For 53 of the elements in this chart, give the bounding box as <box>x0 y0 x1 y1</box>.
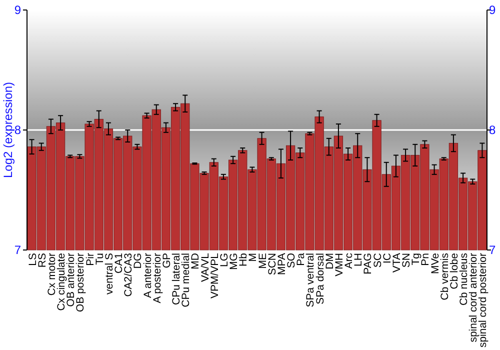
x-tick-label: ME <box>256 253 269 269</box>
x-tick-label: VMH <box>333 253 346 276</box>
x-tick-label: Cb vermis <box>438 253 451 300</box>
x-tick-label: GP <box>160 253 173 268</box>
x-tick-label: RS <box>36 253 48 268</box>
x-tick-label: Cb lobe <box>448 252 460 290</box>
y2-tick-label: 8 <box>489 123 496 138</box>
x-tick-label: VA/VL <box>199 252 212 282</box>
x-tick-label: CA2/CA3 <box>122 252 135 297</box>
x-tick-label: MVe <box>429 252 442 274</box>
x-tick-label: SC <box>372 252 384 268</box>
x-tick-label: LH <box>352 253 365 266</box>
x-tick-label: OB anterior <box>65 252 78 307</box>
x-tick-label: Arc <box>343 253 356 269</box>
x-tick-label: Hb <box>238 252 250 266</box>
x-tick-label: SPa dorsal <box>314 253 326 304</box>
x-tick-label: LS <box>26 253 39 266</box>
x-tick-label: MD <box>190 252 202 270</box>
x-tick-label: Tu <box>94 252 106 265</box>
y-axis-title: Log2 (expression) <box>1 82 15 178</box>
x-tick-label: M <box>247 253 260 262</box>
x-tick-label: SN <box>400 253 413 268</box>
x-tick-label: DG <box>132 253 144 269</box>
x-tick-label: DM <box>324 253 336 270</box>
y-tick-label: 7 <box>14 243 22 258</box>
y2-tick-label: 9 <box>489 3 496 18</box>
x-tick-label: Pa <box>295 252 308 266</box>
x-tick-label: VTA <box>390 253 403 273</box>
x-tick-label: Pir <box>84 252 96 266</box>
x-tick-label: Cx cingulate <box>56 252 68 311</box>
y2-tick-label: 7 <box>489 243 496 258</box>
x-tick-label: spinal cord posterior <box>477 252 490 348</box>
x-tick-label: ventral S <box>103 253 116 294</box>
x-tick-label: SPa ventral <box>304 253 317 308</box>
y-tick-label: 8 <box>14 123 22 138</box>
x-tick-label: CA1 <box>113 252 126 274</box>
x-tick-label: A posterior <box>151 252 164 304</box>
x-tick-label: VPM/VPL <box>208 252 221 299</box>
x-tick-label: SCN <box>266 253 278 276</box>
x-tick-label: A anterior <box>142 252 154 298</box>
x-tick-label: SO <box>286 253 298 268</box>
x-tick-label: LG <box>218 253 230 268</box>
x-tick-label: Pn <box>420 252 432 266</box>
x-tick-label: CPu medial <box>180 253 192 308</box>
x-tick-label: PAG <box>362 253 374 274</box>
x-tick-label: spinal cord anterior <box>468 252 480 342</box>
x-tick-label: IC <box>381 252 394 264</box>
x-tick-label: Tg <box>410 252 422 266</box>
x-tick-label: OB posterior <box>74 252 87 312</box>
x-tick-label: Cx motor <box>46 252 58 296</box>
y-tick-label: 9 <box>14 3 22 18</box>
x-tick-label: MPA <box>276 253 288 275</box>
x-tick-label: Cb nucleus <box>458 253 470 306</box>
